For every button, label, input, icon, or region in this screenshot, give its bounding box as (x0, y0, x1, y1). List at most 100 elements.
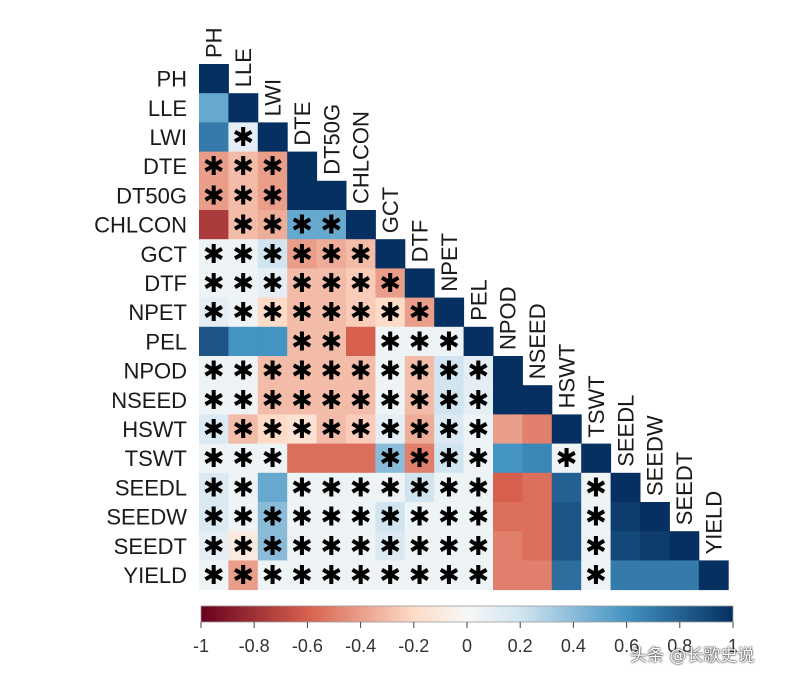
heatmap-cell (257, 122, 288, 153)
heatmap-cell (316, 180, 347, 211)
heatmap-cell (228, 472, 259, 503)
column-label: YIELD (702, 491, 727, 555)
heatmap-cell (316, 560, 347, 591)
nonsignificant-marker: ✱ (232, 123, 254, 153)
nonsignificant-marker: ✱ (232, 269, 254, 299)
heatmap-cell (257, 151, 288, 182)
nonsignificant-marker: ✱ (232, 444, 254, 474)
column-label: PH (202, 27, 227, 58)
heatmap-cell (404, 502, 435, 532)
nonsignificant-marker: ✱ (232, 240, 254, 270)
heatmap-cell (346, 443, 376, 474)
heatmap-cell (316, 356, 347, 386)
heatmap-cell (522, 414, 553, 445)
row-labels: PH LLE LWI DTE DT50G CHLCON GCT DTF NPET PEL NPOD N… (94, 67, 187, 588)
heatmap-cell (640, 502, 670, 532)
heatmap-cell (493, 356, 523, 386)
heatmap-cell (287, 297, 318, 328)
column-label: DT50G (319, 104, 344, 175)
heatmap-cell (522, 531, 553, 561)
nonsignificant-marker: ✱ (438, 357, 460, 387)
nonsignificant-marker: ✱ (409, 444, 431, 474)
heatmap-cell (375, 472, 406, 503)
row-label: YIELD (123, 563, 187, 588)
heatmap-cell (346, 385, 376, 415)
heatmap-cell (375, 239, 406, 269)
nonsignificant-marker: ✱ (350, 386, 372, 416)
nonsignificant-marker: ✱ (350, 269, 372, 299)
heatmap-cell (316, 210, 347, 240)
heatmap-cell (551, 531, 582, 561)
heatmap-cell (228, 443, 259, 474)
heatmap-cell (551, 472, 582, 503)
heatmap-cell (463, 502, 494, 532)
heatmap-cell (346, 472, 376, 503)
nonsignificant-marker: ✱ (409, 532, 431, 562)
nonsignificant-marker: ✱ (320, 211, 342, 241)
nonsignificant-marker: ✱ (291, 503, 313, 533)
nonsignificant-marker: ✱ (467, 503, 489, 533)
heatmap-cell (199, 122, 229, 153)
nonsignificant-marker: ✱ (379, 532, 401, 562)
nonsignificant-marker: ✱ (203, 444, 225, 474)
heatmap-cell (463, 560, 494, 591)
nonsignificant-marker: ✱ (320, 357, 342, 387)
heatmap-cell (640, 560, 670, 591)
heatmap-cell (316, 297, 347, 328)
nonsignificant-marker: ✱ (291, 298, 313, 328)
watermark-text: 头条 @长歌史说 (630, 646, 755, 666)
heatmap-cell (257, 472, 288, 503)
nonsignificant-marker: ✱ (232, 211, 254, 241)
heatmap-cell (228, 560, 259, 591)
nonsignificant-marker: ✱ (291, 211, 313, 241)
heatmap-cell (228, 531, 259, 561)
heatmap-cell (287, 531, 318, 561)
heatmap-cell (522, 443, 553, 474)
colorbar-ticks: -1 -0.8 -0.6 -0.4 -0.2 0 0.2 0.4 0.6 0.8 1 (193, 622, 738, 656)
heatmap-cell (493, 385, 523, 415)
nonsignificant-marker: ✱ (409, 503, 431, 533)
nonsignificant-marker: ✱ (291, 532, 313, 562)
nonsignificant-marker: ✱ (232, 473, 254, 503)
nonsignificant-marker: ✱ (232, 561, 254, 591)
colorbar-tick-label: -0.2 (398, 636, 429, 656)
nonsignificant-marker: ✱ (320, 473, 342, 503)
colorbar-tick-label: -0.6 (292, 636, 323, 656)
heatmap-cell (522, 560, 553, 591)
nonsignificant-marker: ✱ (203, 532, 225, 562)
colorbar-tick-label: 0.4 (561, 636, 586, 656)
colorbar: -1 -0.8 -0.6 -0.4 -0.2 0 0.2 0.4 0.6 0.8 1 (193, 605, 738, 656)
heatmap-cell (228, 122, 259, 153)
nonsignificant-marker: ✱ (320, 415, 342, 445)
heatmap-cell (581, 472, 612, 503)
nonsignificant-marker: ✱ (320, 327, 342, 357)
heatmap-cell (199, 151, 229, 182)
column-label: NPET (437, 233, 462, 292)
heatmap-cell (522, 385, 553, 415)
nonsignificant-marker: ✱ (320, 532, 342, 562)
nonsignificant-marker: ✱ (438, 327, 460, 357)
heatmap-cell (346, 502, 376, 532)
nonsignificant-marker: ✱ (232, 298, 254, 328)
nonsignificant-marker: ✱ (438, 503, 460, 533)
nonsignificant-marker: ✱ (203, 415, 225, 445)
nonsignificant-marker: ✱ (262, 561, 284, 591)
heatmap-cell (610, 560, 641, 591)
row-label: TSWT (125, 446, 187, 471)
heatmap-cell (493, 414, 523, 445)
nonsignificant-marker: ✱ (467, 444, 489, 474)
heatmap-cell (199, 268, 229, 299)
heatmap-cell (493, 560, 523, 591)
nonsignificant-marker: ✱ (409, 357, 431, 387)
heatmap-cell (228, 414, 259, 445)
heatmap-cell (404, 356, 435, 386)
nonsignificant-marker: ✱ (203, 152, 225, 182)
heatmap-cell (375, 560, 406, 591)
nonsignificant-marker: ✱ (203, 503, 225, 533)
heatmap-cell (346, 297, 376, 328)
nonsignificant-marker: ✱ (438, 415, 460, 445)
heatmap-cell (404, 560, 435, 591)
heatmap-cell (346, 531, 376, 561)
